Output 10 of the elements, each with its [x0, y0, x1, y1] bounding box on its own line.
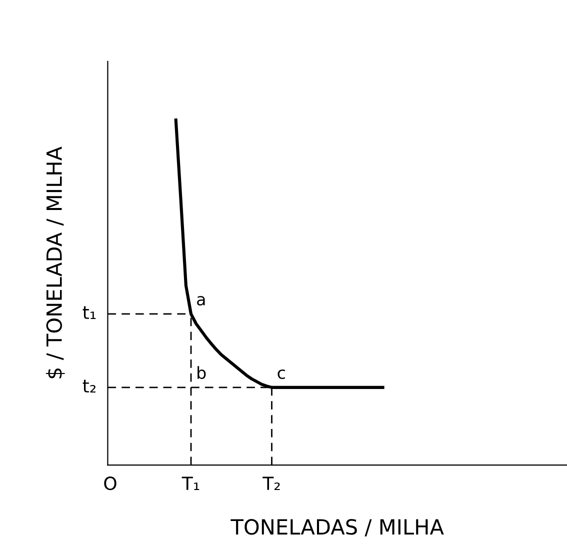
x-axis-title: TONELADAS / MILHA	[230, 519, 444, 536]
x-tick-label: T₂	[262, 476, 280, 490]
annotation: b	[198, 366, 206, 380]
annotation: a	[197, 296, 205, 306]
annotation: c	[278, 369, 285, 380]
x-tick-label: T₁	[182, 476, 200, 490]
y-axis-title: $ / TONELADA / MILHA	[46, 146, 65, 378]
ref-line-label: t₂	[82, 380, 96, 392]
x-tick-label: O	[104, 476, 116, 490]
ref-line-label: t₁	[82, 306, 96, 319]
